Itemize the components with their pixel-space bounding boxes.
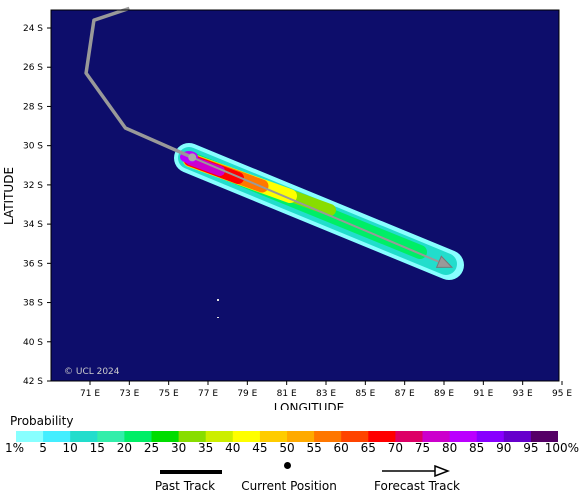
- swath-speck: [217, 317, 219, 318]
- colorbar-swatch: [232, 431, 261, 442]
- forecast-track-key: Forecast Track: [370, 462, 470, 494]
- colorbar-swatch: [97, 431, 125, 442]
- lon-tick-label: 81 E: [277, 389, 297, 399]
- legend-label: 40: [225, 441, 241, 455]
- past-track-swatch: [160, 470, 222, 474]
- lat-tick-label: 36 S: [23, 259, 43, 269]
- lon-tick-label: 75 E: [159, 389, 179, 399]
- forecast-track-swatch: [382, 465, 450, 477]
- lon-tick-label: 87 E: [395, 389, 415, 399]
- colorbar-swatch: [43, 431, 71, 442]
- lon-tick-label: 73 E: [119, 389, 139, 399]
- current-position-marker: [188, 153, 197, 162]
- lat-tick-label: 24 S: [23, 24, 43, 34]
- probability-colorbar: [16, 431, 558, 442]
- legend-label: 75: [414, 441, 431, 455]
- lon-tick-label: 85 E: [355, 389, 375, 399]
- colorbar-swatch: [151, 431, 180, 442]
- swath-speck: [217, 299, 219, 301]
- legend-label: 10: [62, 441, 78, 455]
- colorbar-swatch: [70, 431, 98, 442]
- colorbar-swatch: [422, 431, 451, 442]
- forecast-track-line: [191, 156, 440, 263]
- legend-label: 70: [387, 441, 404, 455]
- colorbar-swatch: [368, 431, 396, 442]
- legend-label: 35: [198, 441, 214, 455]
- colorbar-swatch: [205, 431, 234, 442]
- legend-label: 65: [360, 441, 376, 455]
- legend-label: 25: [143, 441, 160, 455]
- colorbar-swatch: [314, 431, 342, 442]
- lat-tick-label: 28 S: [23, 102, 43, 112]
- past-track-key-label: Past Track: [154, 479, 216, 493]
- latitude-ticks: 24 S 26 S 28 S 30 S 32 S 34 S 36 S 38 S 40 S 42 S: [23, 24, 51, 387]
- colorbar-swatch: [178, 431, 207, 442]
- legend-label: 30: [170, 441, 187, 455]
- legend-label: 95: [523, 441, 539, 455]
- lon-tick-label: 79 E: [237, 389, 257, 399]
- y-axis-title: LATITUDE: [2, 167, 16, 225]
- map-frame: [50, 9, 560, 382]
- lon-tick-label: 77 E: [198, 389, 218, 399]
- forecast-track-key-label: Forecast Track: [374, 479, 460, 493]
- legend-title: Probability: [10, 414, 74, 428]
- legend-labels: 1% 5 10 15 20 25 30 35 40 45 50 55 60 65 70 75 80 85 90 95 1…: [0, 441, 580, 457]
- colorbar-swatch: [449, 431, 478, 442]
- lon-tick-label: 71 E: [80, 389, 100, 399]
- copyright-label: © UCL 2024: [64, 367, 120, 377]
- colorbar-swatch: [503, 431, 532, 442]
- legend-label: 15: [89, 441, 105, 455]
- current-position-key: Current Position: [240, 462, 340, 494]
- lon-tick-label: 83 E: [316, 389, 336, 399]
- legend-label: 60: [333, 441, 349, 455]
- legend-label: 80: [441, 441, 458, 455]
- lon-tick-label: 95 E: [552, 389, 572, 399]
- legend-label: 20: [116, 441, 133, 455]
- lat-tick-label: 38 S: [23, 299, 43, 309]
- current-position-key-label: Current Position: [241, 479, 337, 493]
- legend-label: 100%: [544, 441, 579, 455]
- legend-label: 90: [496, 441, 512, 455]
- legend-label: 5: [39, 441, 47, 455]
- current-position-swatch: [284, 462, 291, 469]
- legend-label: 1%: [5, 441, 25, 455]
- colorbar-swatch: [124, 431, 152, 442]
- lon-tick-label: 91 E: [473, 389, 493, 399]
- forecast-arrow-head: [435, 255, 454, 268]
- legend-label: 85: [469, 441, 485, 455]
- colorbar-swatch: [259, 431, 288, 442]
- legend-label: 45: [252, 441, 268, 455]
- colorbar-swatch: [476, 431, 505, 442]
- colorbar-swatch: [341, 431, 369, 442]
- x-axis-title: LONGITUDE: [274, 401, 344, 410]
- lat-tick-label: 32 S: [23, 181, 43, 191]
- lat-tick-label: 42 S: [23, 377, 43, 387]
- lat-tick-label: 30 S: [23, 142, 43, 152]
- longitude-ticks: 71 E 73 E 75 E 77 E 79 E 81 E 83 E 85 E 87 E 89 E…: [80, 381, 572, 399]
- legend-label: 50: [279, 441, 295, 455]
- past-track-line: [84, 6, 193, 160]
- colorbar-swatch: [287, 431, 315, 442]
- lat-tick-label: 34 S: [23, 220, 43, 230]
- lon-tick-label: 93 E: [513, 389, 533, 399]
- storm-map: 71 E 73 E 75 E 77 E 79 E 81 E 83 E 85 E 87 E 89 E…: [2, 6, 572, 410]
- past-track-key: Past Track: [150, 462, 230, 494]
- colorbar-swatch: [395, 431, 423, 442]
- colorbar-swatch: [530, 431, 558, 442]
- lon-tick-label: 89 E: [434, 389, 454, 399]
- colorbar-swatch: [16, 431, 44, 442]
- lat-tick-label: 40 S: [23, 338, 43, 348]
- legend-label: 55: [306, 441, 322, 455]
- lat-tick-label: 26 S: [23, 63, 43, 73]
